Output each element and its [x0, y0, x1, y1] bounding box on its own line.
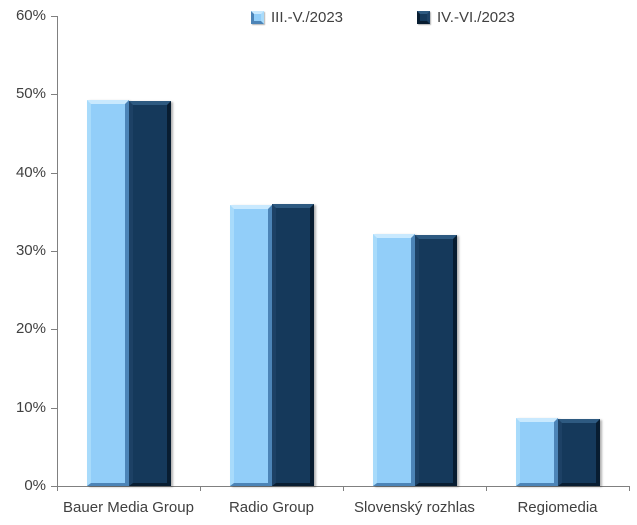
- y-tick-label: 60%: [15, 7, 46, 24]
- category-label: Regiomedia: [517, 499, 598, 516]
- bar: [557, 419, 600, 486]
- y-tick-label: 40%: [15, 164, 46, 181]
- legend-key-dark-icon: [417, 10, 430, 24]
- bar: [128, 101, 171, 486]
- bar: [271, 204, 314, 486]
- y-tick: [51, 94, 57, 95]
- legend-key-light-icon: [251, 10, 264, 24]
- y-tick: [51, 16, 57, 17]
- y-tick-label: 30%: [15, 242, 46, 259]
- y-tick: [51, 329, 57, 330]
- y-tick-label: 10%: [15, 399, 46, 416]
- legend-label-series2: IV.-VI./2023: [437, 8, 515, 26]
- y-tick-label: 20%: [15, 320, 46, 337]
- category-label: Bauer Media Group: [63, 499, 194, 516]
- x-tick: [486, 486, 487, 491]
- legend-item-series1: III.-V./2023: [251, 8, 343, 26]
- y-tick-label: 0%: [24, 477, 46, 494]
- category-label: Slovenský rozhlas: [354, 499, 475, 516]
- category-label: Radio Group: [228, 499, 315, 516]
- bar: [414, 235, 457, 486]
- legend-item-series2: IV.-VI./2023: [417, 8, 515, 26]
- y-axis-line: [57, 16, 58, 487]
- y-tick: [51, 486, 57, 487]
- y-tick: [51, 251, 57, 252]
- bar: [86, 100, 129, 486]
- y-tick: [51, 173, 57, 174]
- x-tick: [629, 486, 630, 491]
- x-tick: [200, 486, 201, 491]
- bar: [515, 418, 558, 486]
- y-tick: [51, 408, 57, 409]
- x-tick: [57, 486, 58, 491]
- legend-label-series1: III.-V./2023: [271, 8, 343, 26]
- x-tick: [343, 486, 344, 491]
- y-tick-label: 50%: [15, 85, 46, 102]
- bar: [372, 234, 415, 486]
- bar: [229, 205, 272, 486]
